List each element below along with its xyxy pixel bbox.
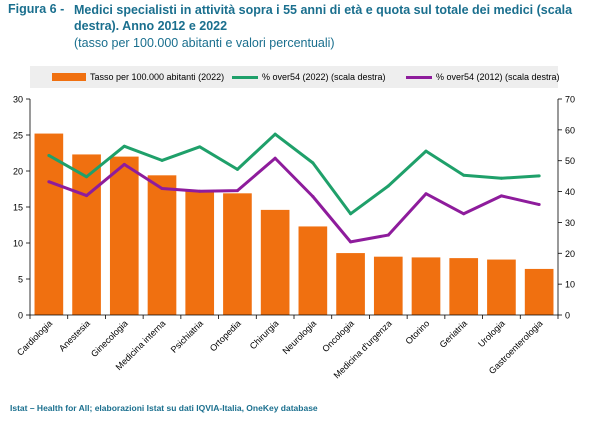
bar-8 bbox=[336, 253, 365, 315]
bar-1 bbox=[72, 154, 101, 315]
bar-10 bbox=[411, 257, 441, 315]
bar-12 bbox=[487, 259, 516, 315]
legend-swatch-bar bbox=[52, 73, 86, 81]
x-tick-label-7: Neurologia bbox=[280, 318, 318, 356]
bar-3 bbox=[147, 175, 177, 315]
figure-subtitle: (tasso per 100.000 abitanti e valori per… bbox=[74, 36, 335, 50]
line-2022-point-2 bbox=[122, 144, 126, 148]
y-left-tick-label-5: 25 bbox=[13, 131, 23, 141]
line-2012-point-7 bbox=[311, 195, 315, 199]
y-right-tick-label-7: 70 bbox=[565, 95, 575, 105]
y-right-tick-label-0: 0 bbox=[565, 311, 570, 321]
y-right-tick-label-6: 60 bbox=[565, 125, 575, 135]
line-2012-point-13 bbox=[537, 203, 541, 207]
line-2022-point-9 bbox=[386, 184, 390, 188]
line-2022-point-13 bbox=[537, 174, 541, 178]
line-2022-point-10 bbox=[424, 149, 428, 153]
x-tick-label-2: Ginecologia bbox=[89, 318, 130, 359]
x-tick-label-8: Oncologia bbox=[320, 318, 356, 354]
bar-2 bbox=[109, 156, 139, 315]
x-tick-label-1: Anestesia bbox=[57, 318, 92, 353]
line-2012-point-4 bbox=[198, 189, 202, 193]
bar-9 bbox=[373, 256, 403, 315]
line-2022-point-5 bbox=[235, 167, 239, 171]
bar-5 bbox=[223, 193, 252, 315]
figure-number: Figura 6 - bbox=[8, 2, 65, 16]
y-right-tick-label-3: 30 bbox=[565, 218, 575, 228]
x-tick-label-6: Chirurgia bbox=[248, 318, 281, 351]
y-left-tick-label-1: 5 bbox=[18, 275, 23, 285]
x-tick-label-0: Cardiologia bbox=[15, 318, 54, 357]
x-tick-label-10: Otorino bbox=[403, 318, 431, 346]
y-left-tick-label-2: 10 bbox=[13, 239, 23, 249]
line-2012-point-12 bbox=[499, 194, 503, 198]
x-tick-label-12: Urologia bbox=[476, 318, 507, 349]
bar-4 bbox=[185, 190, 215, 315]
bar-13 bbox=[524, 268, 554, 315]
y-right-tick-label-4: 40 bbox=[565, 187, 575, 197]
line-2012-point-6 bbox=[273, 156, 277, 160]
y-left-tick-label-3: 15 bbox=[13, 203, 23, 213]
line-2022-point-11 bbox=[462, 173, 466, 177]
line-2012 bbox=[48, 156, 540, 244]
line-2012-point-3 bbox=[160, 186, 164, 190]
y-right-tick-label-1: 10 bbox=[565, 280, 575, 290]
line-2012-point-2 bbox=[122, 162, 126, 166]
legend-swatch-2012 bbox=[406, 76, 432, 79]
line-2022-point-7 bbox=[311, 161, 315, 165]
y-right-tick-label-2: 20 bbox=[565, 249, 575, 259]
line-2012-point-0 bbox=[47, 180, 51, 184]
line-2012-point-5 bbox=[235, 189, 239, 193]
legend-label-2022: % over54 (2022) (scala destra) bbox=[262, 72, 386, 82]
chart-legend: Tasso per 100.000 abitanti (2022) % over… bbox=[30, 66, 560, 88]
line-2022-point-1 bbox=[85, 175, 89, 179]
y-left-tick-label-0: 0 bbox=[18, 311, 23, 321]
y-left-tick-label-4: 20 bbox=[13, 167, 23, 177]
y-right-tick-label-5: 50 bbox=[565, 156, 575, 166]
line-2022-point-6 bbox=[273, 132, 277, 136]
line-2012-point-11 bbox=[462, 212, 466, 216]
bar-6 bbox=[260, 209, 290, 315]
line-2022-point-4 bbox=[198, 145, 202, 149]
line-2012-point-8 bbox=[349, 240, 353, 244]
line-2022-point-12 bbox=[499, 176, 503, 180]
legend-swatch-2022 bbox=[232, 76, 258, 79]
line-2012-point-10 bbox=[424, 192, 428, 196]
line-2022-point-0 bbox=[47, 153, 51, 157]
y-left-tick-label-6: 30 bbox=[13, 95, 23, 105]
bar-11 bbox=[449, 258, 479, 315]
line-2022-point-3 bbox=[160, 158, 164, 162]
x-tick-label-4: Psichiatria bbox=[169, 318, 205, 354]
x-tick-label-11: Geriatria bbox=[438, 318, 469, 349]
x-tick-label-5: Ortopedia bbox=[208, 318, 243, 353]
legend-label-bars: Tasso per 100.000 abitanti (2022) bbox=[90, 72, 225, 82]
line-2022 bbox=[48, 132, 540, 216]
figure-title: Medici specialisti in attività sopra i 5… bbox=[74, 3, 573, 33]
source-note: Istat – Health for All; elaborazioni Ist… bbox=[10, 403, 318, 413]
line-2012-point-9 bbox=[386, 233, 390, 237]
bar-7 bbox=[298, 226, 328, 315]
line-2022-point-8 bbox=[349, 212, 353, 216]
bar-0 bbox=[34, 133, 64, 315]
line-2012-point-1 bbox=[85, 194, 89, 198]
legend-label-2012: % over54 (2012) (scala destra) bbox=[436, 72, 560, 82]
